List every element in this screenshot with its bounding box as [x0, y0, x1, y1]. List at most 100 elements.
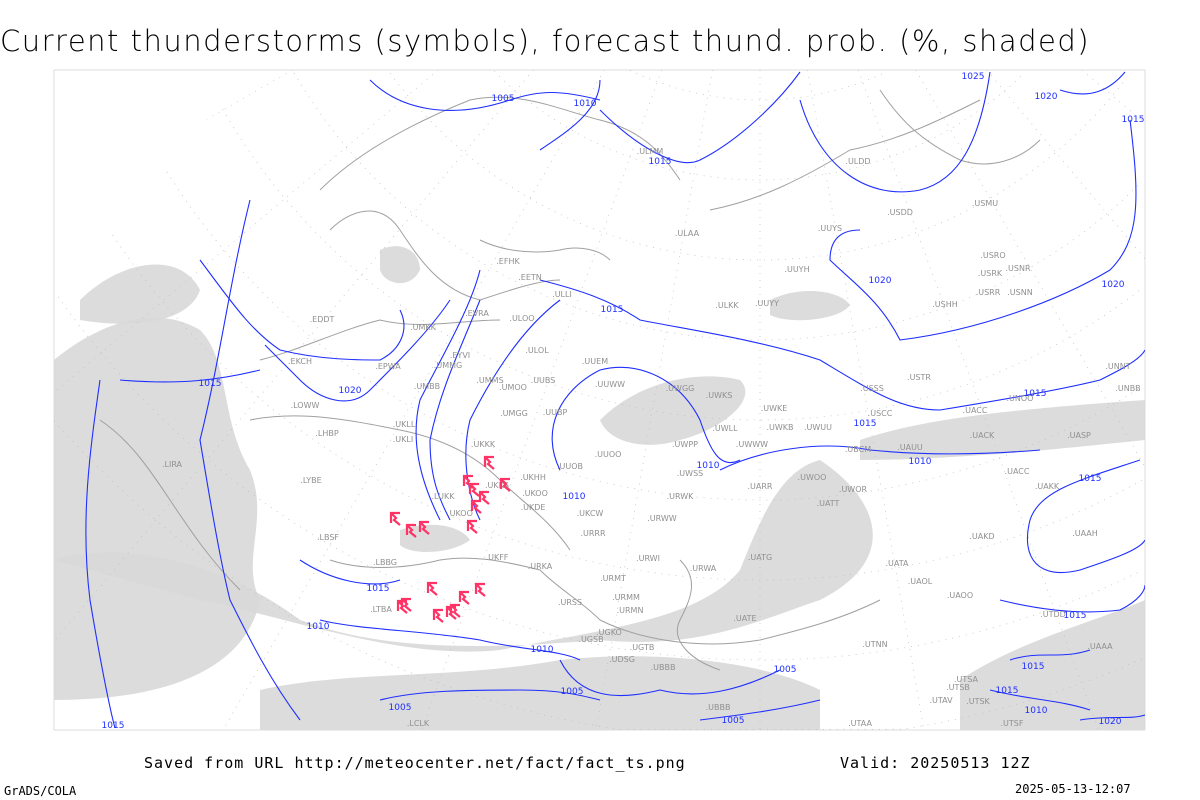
station-label: .UTSB [946, 683, 970, 692]
station-label: .URMN [617, 606, 644, 615]
thunderstorm-icon [389, 511, 401, 526]
isobar-line [369, 79, 601, 111]
station-label: .UWWW [736, 440, 768, 449]
coastline [329, 210, 561, 301]
thunderstorm-icon [426, 581, 438, 596]
station-label: .LBBG [373, 558, 397, 567]
station-label: .UKOO [447, 509, 473, 518]
station-label: .UMMS [476, 376, 503, 385]
isobar-label: 1010 [531, 645, 554, 655]
thunderstorm-icon [400, 597, 412, 612]
station-label: .UAUU [897, 443, 923, 452]
station-label: .UKFF [486, 553, 509, 562]
station-label: .UWGG [666, 384, 695, 393]
isobar-line [429, 299, 481, 521]
station-label: .UNBB [1115, 384, 1140, 393]
station-label: .EKCH [288, 357, 312, 366]
isobar-line [85, 379, 116, 729]
shaded-area [960, 600, 1145, 730]
meridian-line [807, 70, 925, 730]
station-label: .UNOO [1007, 394, 1034, 403]
station-label: .UMMG [434, 361, 462, 370]
isobar-label: 1005 [774, 665, 797, 675]
isobar-label: 1015 [854, 419, 877, 429]
station-label: .UACC [963, 406, 988, 415]
station-label: .ULAA [675, 229, 700, 238]
isobar-line [799, 71, 991, 193]
isobar-label: 1020 [869, 276, 892, 286]
station-label: .UKKK [471, 440, 496, 449]
station-label: .UAKK [1035, 482, 1060, 491]
isobar-label: 1015 [367, 584, 390, 594]
coastline [329, 557, 601, 621]
station-label: .UUYH [784, 265, 809, 274]
station-label: .UTSK [966, 697, 990, 706]
isobar-line [1079, 714, 1145, 721]
map-title: Current thunderstorms (symbols), forecas… [0, 24, 1091, 58]
station-label: .USCC [868, 409, 893, 418]
station-label: .UTAA [848, 719, 872, 728]
isobar-line [415, 269, 481, 521]
station-label: .LCLK [407, 719, 430, 728]
station-label: .ULDD [845, 157, 870, 166]
station-label: .UACK [970, 431, 995, 440]
stations: .ULMM .ULDD .USDD .USMU .ULAA .UUYS .USRO .USRK… [162, 147, 1141, 728]
shaded-area [54, 460, 873, 652]
meridian-line [54, 70, 293, 208]
isobar-label: 1020 [339, 386, 362, 396]
isobar-label: 1015 [601, 305, 624, 315]
station-label: .UMBB [414, 382, 440, 391]
isobar-label: 1005 [561, 687, 584, 697]
station-label: .UGSB [578, 635, 603, 644]
thunderstorm-icon [458, 590, 470, 605]
station-label: .UWKS [706, 391, 733, 400]
station-label: .UWLL [712, 424, 738, 433]
station-label: .UKDE [521, 503, 546, 512]
thunderstorm-icon [405, 523, 417, 538]
station-label: .ULKK [715, 301, 739, 310]
isobar-labels: 1005 1010 1025 1020 1015 1015 1020 1020 1015 1015… [102, 72, 1145, 730]
isobar-line [379, 689, 601, 701]
isobar-line [559, 659, 781, 697]
valid-time: Valid: 20250513 12Z [840, 754, 1031, 772]
station-label: .UARR [748, 482, 773, 491]
coastline [259, 319, 501, 361]
latitude-line [629, 70, 887, 101]
station-label: .EETN [518, 273, 542, 282]
isobar-label: 1015 [1064, 611, 1087, 621]
isobar-label: 1010 [307, 622, 330, 632]
station-label: .UTDD [1040, 610, 1066, 619]
generated-time: 2025-05-13-12:07 [1015, 782, 1131, 796]
thunderstorm-icon [483, 455, 495, 470]
station-label: .URWK [667, 492, 695, 501]
station-label: .UKHH [520, 473, 546, 482]
station-label: .URMT [600, 574, 626, 583]
station-label: .LBSF [317, 533, 339, 542]
lat-lon-grid [54, 70, 1145, 730]
station-label: .UUOO [595, 450, 622, 459]
thunderstorm-icon [474, 582, 486, 597]
station-label: .UTNN [862, 640, 887, 649]
thunderstorm-icon [470, 499, 482, 514]
latitude-line [54, 290, 1143, 661]
isobar-line [539, 79, 601, 151]
station-label: .USTR [907, 373, 931, 382]
coastlines-borders [99, 89, 1041, 671]
station-label: .ULMM [637, 147, 664, 156]
station-label: .UACC [1005, 467, 1030, 476]
thunderstorm-icon [418, 520, 430, 535]
isobar-line [319, 619, 581, 661]
station-label: .UMOO [499, 383, 527, 392]
station-label: .UMGG [500, 409, 528, 418]
isobar-line [829, 119, 1137, 341]
isobar-line [999, 584, 1145, 613]
station-label: .EPWA [375, 362, 401, 371]
isobar-line [719, 445, 1041, 471]
station-label: .UWSS [677, 469, 703, 478]
meridian-line [986, 70, 1145, 260]
isobar-label: 1010 [697, 461, 720, 471]
shaded-area [400, 524, 470, 552]
isobar-line [551, 366, 741, 471]
thunderstorm-icon [478, 490, 490, 505]
source-url: Saved from URL http://meteocenter.net/fa… [144, 754, 686, 772]
